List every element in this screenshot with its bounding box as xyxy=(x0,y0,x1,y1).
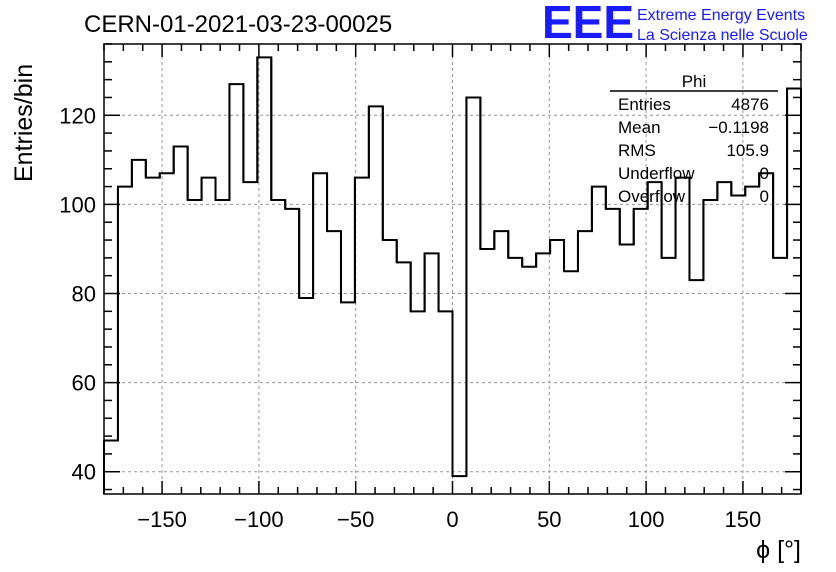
histogram-bin xyxy=(578,231,592,494)
stats-row-value: 4876 xyxy=(731,95,769,114)
histogram-bin xyxy=(341,302,355,494)
histogram-bin xyxy=(550,240,564,494)
stats-row-label: Mean xyxy=(618,118,661,137)
stats-row-label: Entries xyxy=(618,95,671,114)
x-tick-label: 50 xyxy=(537,507,561,532)
histogram-bin xyxy=(425,253,439,494)
histogram-bin xyxy=(689,280,703,494)
histogram-bin xyxy=(257,57,271,494)
histogram-bin xyxy=(717,182,731,494)
histogram-bin xyxy=(355,178,369,494)
stats-row-label: Underflow xyxy=(618,164,695,183)
y-tick-label: 100 xyxy=(59,192,96,217)
histogram-bin xyxy=(522,267,536,494)
histogram-bin xyxy=(285,209,299,494)
histogram-bin xyxy=(676,178,690,494)
histogram-bin xyxy=(759,173,773,494)
histogram-bin xyxy=(466,97,480,494)
y-tick-labels: 40 60 80 100 120 xyxy=(59,103,96,484)
histogram-bin xyxy=(243,182,257,494)
y-tick-label: 40 xyxy=(72,460,96,485)
histogram-bin xyxy=(229,84,243,494)
histogram-bin xyxy=(453,476,467,494)
histogram-bin xyxy=(188,200,202,494)
histogram-bin xyxy=(620,244,634,494)
histogram-bin xyxy=(383,240,397,494)
histogram-bin xyxy=(313,173,327,494)
histogram-bin xyxy=(369,106,383,494)
eee-logo: EEE Extreme Energy Events La Scienza nel… xyxy=(542,0,808,48)
y-tick-label: 80 xyxy=(72,282,96,307)
stats-row-value: 105.9 xyxy=(726,141,769,160)
histogram-bin xyxy=(634,209,648,494)
x-axis-label: ϕ [°] xyxy=(756,536,801,564)
grid xyxy=(104,44,801,494)
histogram-bin xyxy=(703,200,717,494)
histogram-bin xyxy=(480,249,494,494)
histogram-bin xyxy=(327,231,341,494)
x-tick-label: −50 xyxy=(337,507,374,532)
stats-rows: Entries 4876 Mean −0.1198 RMS 105.9 Underflow 0… xyxy=(618,95,769,206)
plot-frame xyxy=(103,43,802,495)
histogram-bin xyxy=(745,187,759,494)
histogram-bin xyxy=(397,262,411,494)
histogram-bin xyxy=(202,178,216,494)
x-tick-label: 0 xyxy=(446,507,458,532)
eee-logo-line1: Extreme Energy Events xyxy=(637,7,805,24)
histogram-bin xyxy=(132,160,146,494)
histogram-bin xyxy=(494,231,508,494)
histogram-bin-edges xyxy=(116,57,789,477)
stats-row-value: −0.1198 xyxy=(708,118,769,137)
y-tick-label: 60 xyxy=(72,371,96,396)
x-tick-label: −100 xyxy=(234,507,284,532)
histogram-bin xyxy=(174,146,188,494)
histogram-bin xyxy=(411,311,425,494)
histogram-bin xyxy=(648,182,662,494)
eee-logo-text: EEE xyxy=(542,0,634,48)
histogram-bin xyxy=(592,187,606,494)
eee-logo-line2: La Scienza nelle Scuole xyxy=(637,27,808,44)
stats-row-value: 0 xyxy=(760,164,769,183)
x-tick-label: 150 xyxy=(725,507,762,532)
histogram-bin xyxy=(271,200,285,494)
stats-row-label: Overflow xyxy=(618,187,686,206)
stats-row-label: RMS xyxy=(618,141,656,160)
stats-box: Phi Entries 4876 Mean −0.1198 RMS 105.9 Underf… xyxy=(610,72,778,206)
stats-title: Phi xyxy=(682,72,707,91)
histogram-bin xyxy=(216,200,230,494)
histogram-bin xyxy=(439,311,453,494)
x-tick-labels: −150 −100 −50 0 50 100 150 xyxy=(137,507,761,532)
stats-row-value: 0 xyxy=(760,187,769,206)
x-tick-label: 100 xyxy=(628,507,665,532)
histogram-bin xyxy=(146,178,160,494)
histogram-bin xyxy=(606,209,620,494)
histogram-bin xyxy=(787,89,801,494)
histogram-bin xyxy=(104,441,118,494)
y-tick-label: 120 xyxy=(59,103,96,128)
histogram-bin xyxy=(299,298,313,494)
x-tick-label: −150 xyxy=(137,507,187,532)
histogram-bin xyxy=(118,187,132,494)
histogram-bin xyxy=(536,253,550,494)
chart-title: CERN-01-2021-03-23-00025 xyxy=(84,11,392,38)
y-axis-label: Entries/bin xyxy=(10,64,38,182)
